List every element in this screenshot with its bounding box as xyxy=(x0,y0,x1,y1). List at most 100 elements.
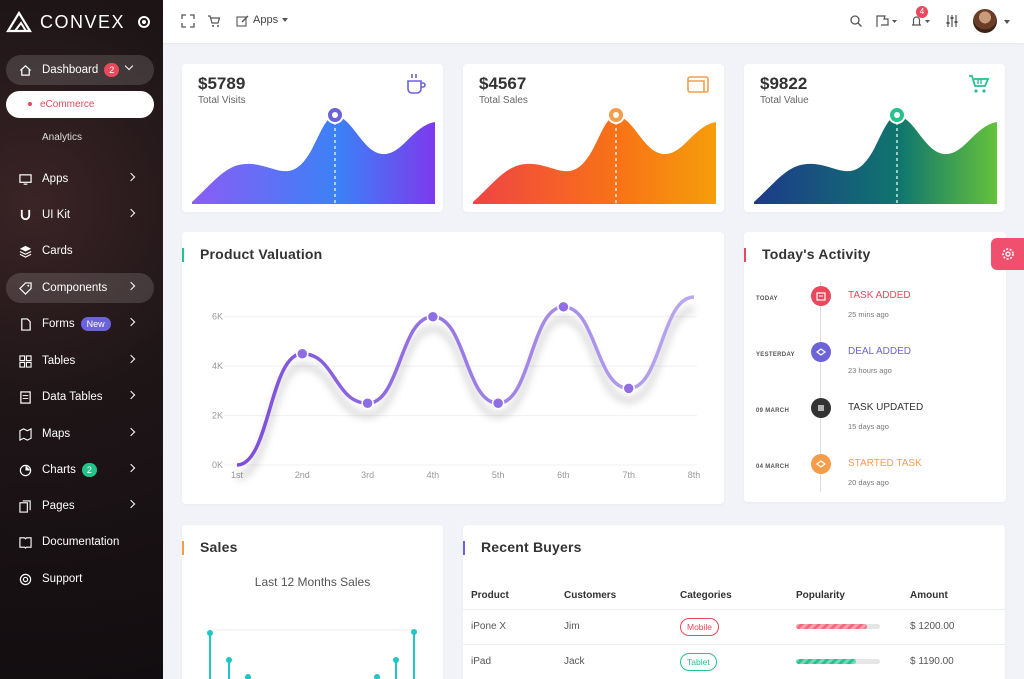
series-line-shadow xyxy=(236,306,695,480)
sidebar: CONVEX Dashboard 2 Apps UI Kit Cards Componen… xyxy=(0,0,163,679)
chevron-right-icon xyxy=(126,208,136,218)
sidebar-item-label: Dashboard xyxy=(42,64,99,76)
data-point[interactable] xyxy=(296,347,309,361)
stat-label: Total Value xyxy=(760,95,809,106)
popularity-fill xyxy=(796,659,857,664)
cell-category: Tablet xyxy=(672,644,788,679)
stat-value: $9822 xyxy=(760,74,808,93)
data-point[interactable] xyxy=(426,310,440,323)
activity-date: 09 MARCH xyxy=(756,408,790,414)
table-row[interactable]: iPone X Jim Mobile $ 1200.00 xyxy=(463,609,1005,645)
apps-menu[interactable]: Apps xyxy=(253,14,289,26)
activity-title: STARTED TASK xyxy=(848,458,922,469)
activity-date: 04 MARCH xyxy=(756,464,790,470)
x-tick-label: 7th xyxy=(622,470,635,480)
activity-card: Today's Activity TODAY TASK ADDED 25 mins … xyxy=(743,232,1006,502)
data-point[interactable] xyxy=(361,396,374,410)
wallet-icon xyxy=(687,76,709,93)
sidebar-item-label: Data Tables xyxy=(42,391,103,403)
brand-name: CONVEX xyxy=(40,11,126,32)
column-header[interactable]: Customers xyxy=(556,583,672,610)
card-title: Today's Activity xyxy=(743,246,871,262)
activity-item[interactable]: 09 MARCH TASK UPDATED 15 days ago xyxy=(744,398,1006,454)
chevron-down-icon[interactable] xyxy=(1004,20,1010,24)
flag-icon[interactable] xyxy=(875,14,899,28)
activity-item[interactable]: YESTERDAY DEAL ADDED 23 hours ago xyxy=(744,342,1006,398)
sidebar-item-apps[interactable]: Apps xyxy=(6,164,154,194)
cell-amount: $ 1190.00 xyxy=(902,644,1005,679)
sidebar-item-documentation[interactable]: Documentation xyxy=(6,527,154,557)
topbar: Apps 4 xyxy=(163,0,1024,43)
sidebar-item-label: UI Kit xyxy=(42,209,71,221)
home-icon xyxy=(18,63,32,77)
column-header[interactable]: Amount xyxy=(902,583,1005,610)
column-header[interactable]: Product xyxy=(463,583,556,610)
x-tick-label: 6th xyxy=(557,470,570,480)
chevron-right-icon xyxy=(126,317,136,327)
sidebar-item-label: Support xyxy=(42,573,83,585)
pie-icon xyxy=(18,463,32,477)
chevron-right-icon xyxy=(126,172,136,182)
chevron-right-icon xyxy=(126,354,136,364)
data-point[interactable] xyxy=(557,300,570,314)
sidebar-item-charts[interactable]: Charts 2 xyxy=(6,455,154,485)
chevron-right-icon xyxy=(126,427,136,437)
sidebar-toggle-icon[interactable] xyxy=(138,16,150,28)
stat-area-chart xyxy=(192,106,435,204)
sidebar-item-data-tables[interactable]: Data Tables xyxy=(6,382,154,412)
lifebuoy-icon xyxy=(18,572,32,586)
sidebar-subitem-analytics[interactable]: Analytics xyxy=(42,132,83,143)
card-title: Product Valuation xyxy=(181,246,323,262)
chevron-right-icon xyxy=(126,463,136,473)
sidebar-item-cards[interactable]: Cards xyxy=(6,236,154,266)
data-point[interactable] xyxy=(491,396,505,410)
avatar[interactable] xyxy=(973,9,997,33)
sidebar-item-maps[interactable]: Maps xyxy=(6,419,154,449)
activity-icon xyxy=(811,398,831,418)
sales-card: Sales Last 12 Months Sales xyxy=(182,525,443,679)
cell-product: iPad xyxy=(463,644,556,679)
chevron-down-icon xyxy=(124,61,134,71)
layers-icon xyxy=(18,244,32,258)
activity-item[interactable]: TODAY TASK ADDED 25 mins ago xyxy=(744,286,1006,342)
bell-icon[interactable] xyxy=(909,14,933,28)
sidebar-item-forms[interactable]: Forms New xyxy=(6,309,154,339)
activity-title: TASK ADDED xyxy=(848,290,911,301)
table-row[interactable]: iPad Jack Tablet $ 1190.00 xyxy=(463,644,1005,679)
cart-icon[interactable] xyxy=(207,14,221,28)
x-tick-label: 8th xyxy=(688,470,701,480)
buyers-table: Product Customers Categories Popularity Amou… xyxy=(463,583,1005,679)
data-point[interactable] xyxy=(622,382,635,395)
column-header[interactable]: Popularity xyxy=(788,583,902,610)
sidebar-item-tables[interactable]: Tables xyxy=(6,346,154,376)
brand[interactable]: CONVEX xyxy=(0,0,163,44)
sidebar-item-components[interactable]: Components xyxy=(6,273,154,303)
activity-time: 23 hours ago xyxy=(848,366,892,375)
sidebar-subitem-ecommerce[interactable]: eCommerce xyxy=(6,91,154,118)
activity-title: DEAL ADDED xyxy=(848,346,911,357)
sidebar-item-support[interactable]: Support xyxy=(6,564,154,594)
sidebar-item-label: Maps xyxy=(42,428,71,440)
stat-label: Total Sales xyxy=(479,95,528,106)
y-tick-label: 4K xyxy=(212,361,223,371)
activity-item[interactable]: 04 MARCH STARTED TASK 20 days ago xyxy=(744,454,1006,510)
sliders-icon[interactable] xyxy=(945,14,959,28)
fullscreen-icon[interactable] xyxy=(181,14,195,28)
grid-icon xyxy=(18,354,32,368)
map-icon xyxy=(18,427,32,441)
sidebar-item-ui-kit[interactable]: UI Kit xyxy=(6,200,154,230)
monitor-icon xyxy=(18,172,32,186)
search-icon[interactable] xyxy=(849,14,863,28)
magnet-icon xyxy=(18,208,32,222)
sales-bar-chart xyxy=(207,629,417,679)
sidebar-item-pages[interactable]: Pages xyxy=(6,491,154,521)
apps-menu-label: Apps xyxy=(253,14,279,26)
chevron-right-icon xyxy=(126,499,136,509)
sidebar-item-label: Components xyxy=(42,282,108,294)
sidebar-item-dashboard[interactable]: Dashboard 2 xyxy=(6,55,154,85)
settings-tab[interactable] xyxy=(991,238,1024,270)
cell-customer: Jack xyxy=(556,644,672,679)
chevron-down-icon xyxy=(282,18,289,23)
gear-icon xyxy=(1001,248,1014,260)
column-header[interactable]: Categories xyxy=(672,583,788,610)
